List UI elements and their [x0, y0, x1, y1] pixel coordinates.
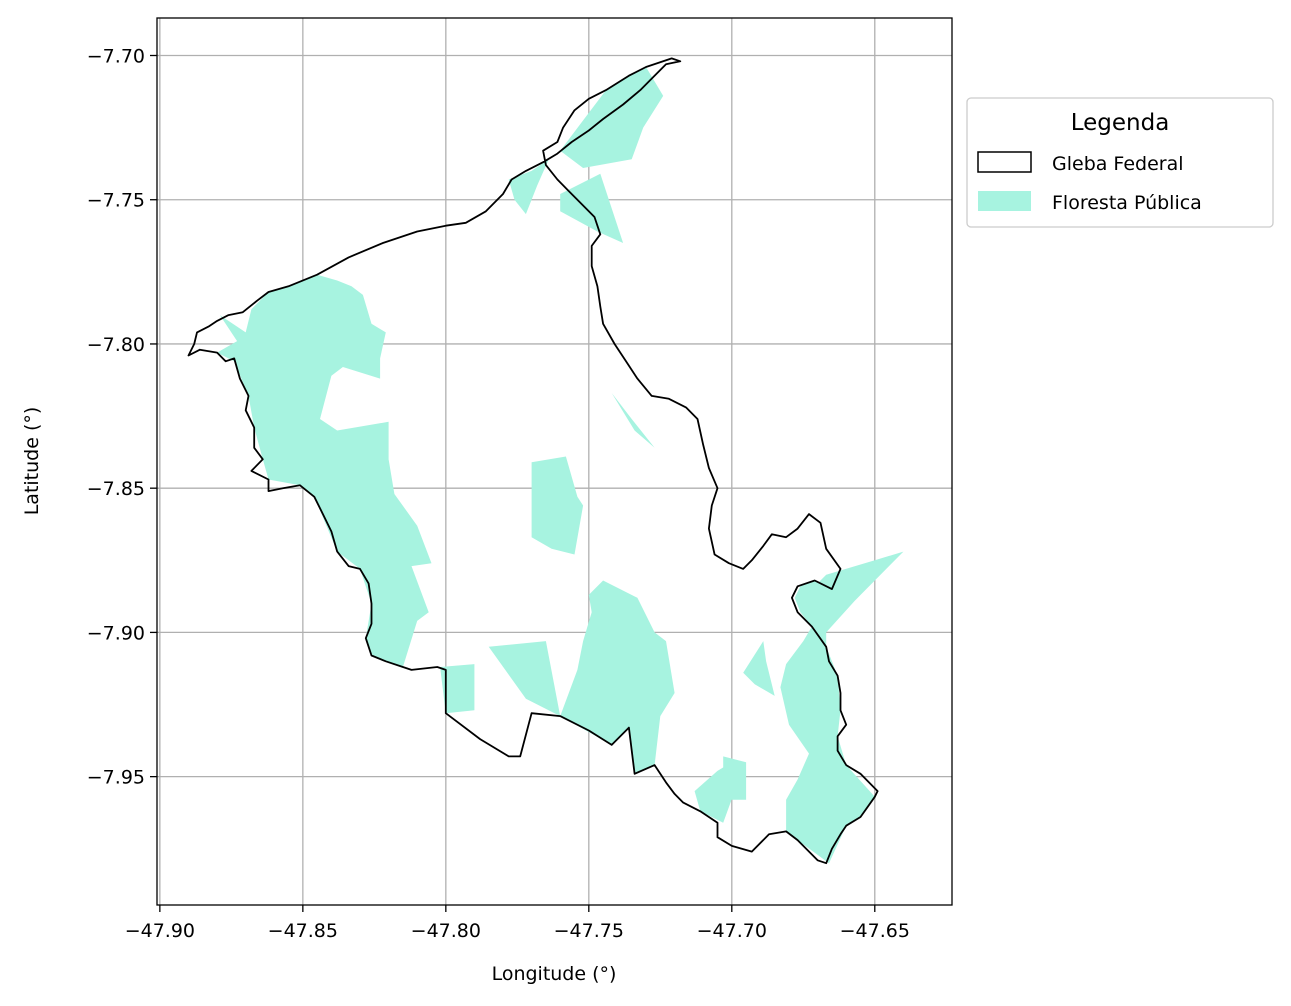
y-tick-label: −7.85: [87, 478, 145, 500]
x-tick-label: −47.80: [411, 920, 481, 942]
legend-label-forest: Floresta Pública: [1052, 192, 1202, 214]
forest-area: [488, 580, 675, 774]
x-tick-label: −47.90: [125, 920, 195, 942]
forest-areas: [217, 67, 904, 864]
legend: Legenda Gleba Federal Floresta Pública: [966, 97, 1274, 228]
x-tick-label: −47.75: [554, 920, 624, 942]
legend-title: Legenda: [1071, 110, 1170, 136]
forest-area: [560, 173, 624, 243]
gleba-boundary: [187, 57, 879, 865]
y-axis-label: Latitude (°): [21, 407, 43, 516]
forest-area: [508, 159, 549, 215]
legend-box: [966, 97, 1274, 228]
forest-area: [611, 393, 655, 448]
forest-area: [217, 274, 432, 667]
forest-area: [780, 626, 875, 864]
y-tick-label: −7.95: [87, 767, 145, 789]
y-tick-label: −7.70: [87, 45, 145, 67]
x-tick-label: −47.70: [697, 920, 767, 942]
x-tick-label: −47.65: [840, 920, 910, 942]
y-tick-label: −7.80: [87, 334, 145, 356]
legend-label-gleba: Gleba Federal: [1052, 153, 1184, 175]
legend-swatch-gleba: [977, 151, 1032, 173]
forest-area: [723, 756, 747, 800]
gridlines: [157, 18, 952, 905]
forest-area: [531, 456, 584, 555]
y-tick-label: −7.90: [87, 622, 145, 644]
forest-area: [803, 551, 904, 633]
gleba-outline: [187, 57, 879, 865]
y-tick-label: −7.75: [87, 190, 145, 212]
x-tick-label: −47.85: [268, 920, 338, 942]
forest-area: [440, 664, 475, 714]
x-axis-label: Longitude (°): [492, 963, 617, 985]
legend-swatch-forest: [978, 191, 1031, 211]
forest-area: [743, 641, 775, 696]
axis-ticks: −47.90 −47.85 −47.80 −47.75 −47.70 −47.65 −7.7…: [87, 45, 910, 942]
plot-frame: [156, 17, 953, 906]
